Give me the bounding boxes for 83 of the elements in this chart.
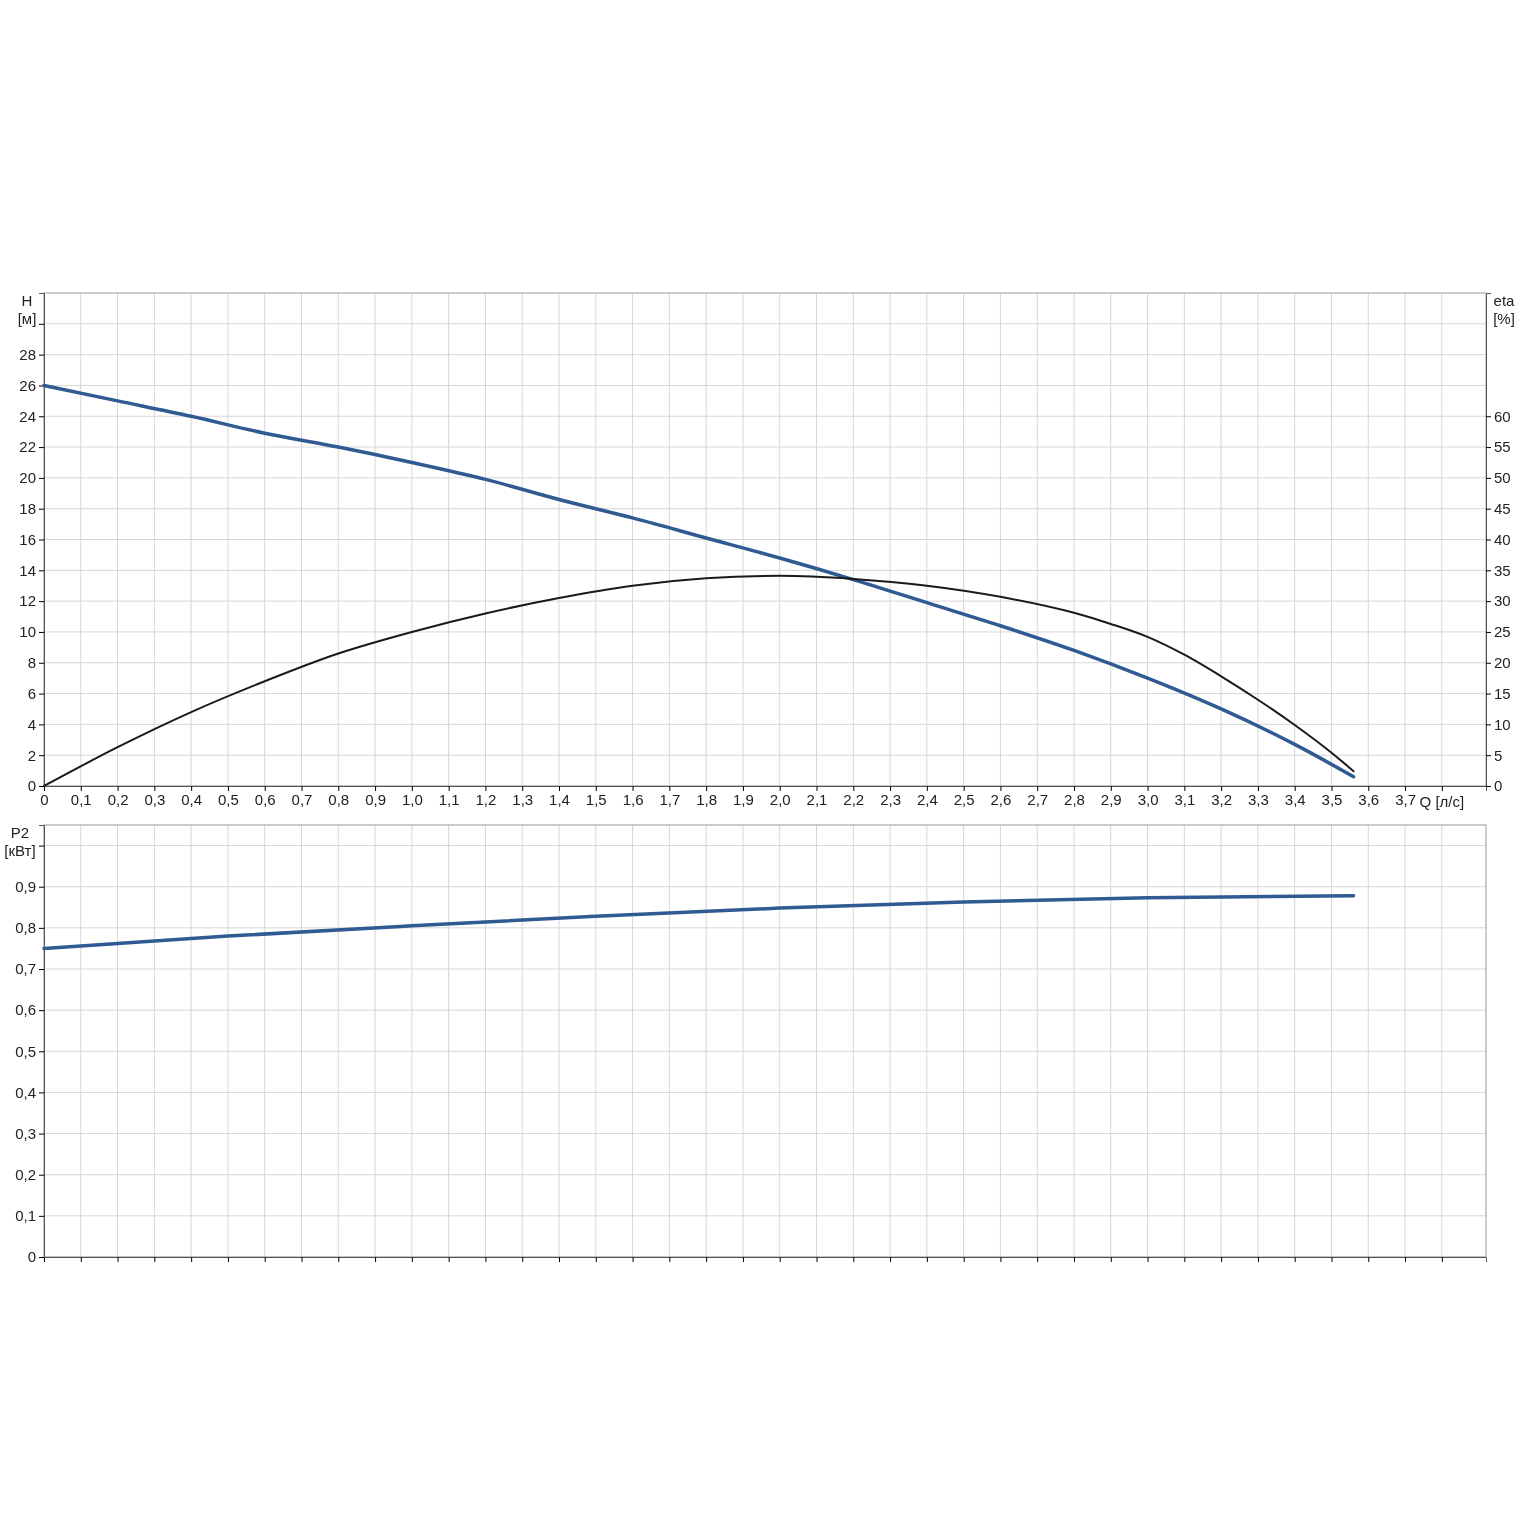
- x-tick-label: 1,4: [549, 790, 570, 808]
- y-tick-label: 0,6: [15, 1001, 36, 1019]
- x-tick-label: 3,0: [1137, 790, 1159, 808]
- y-tick-label: 28: [19, 345, 36, 363]
- y2-tick-label: 20: [1494, 654, 1511, 672]
- y2-tick-label: 50: [1494, 469, 1511, 487]
- x-tick-label: 0,8: [328, 790, 350, 808]
- y2-tick-label: 40: [1494, 530, 1511, 548]
- x-tick-label: 3,4: [1284, 790, 1306, 808]
- y-axis-title: H [м]: [17, 292, 37, 327]
- x-tick-label: 0,6: [254, 790, 276, 808]
- y-tick-label: 26: [19, 376, 36, 394]
- x-tick-label: 1,6: [622, 790, 644, 808]
- y2-tick-label: 5: [1494, 746, 1503, 764]
- line-series: [42, 383, 1356, 779]
- y2-tick-label: 25: [1494, 623, 1511, 641]
- y-tick-label: 0,7: [15, 960, 36, 978]
- y-tick-label: 10: [19, 623, 36, 641]
- y-tick-label: 22: [19, 438, 36, 456]
- y-tick-label: 0,2: [15, 1166, 36, 1184]
- x-tick-label: 0,4: [181, 790, 203, 808]
- y-tick-label: 0,1: [15, 1207, 36, 1225]
- x-tick-label: 0,1: [70, 790, 92, 808]
- y-axis-title: P2 [кВт]: [4, 824, 36, 859]
- x-tick-label: 2,5: [953, 790, 975, 808]
- x-tick-label: 2,8: [1064, 790, 1085, 808]
- y-tick-label: 0: [27, 1248, 36, 1266]
- y-tick-label: 8: [27, 654, 36, 672]
- x-tick-label: 2,6: [990, 790, 1012, 808]
- x-tick-label: 1,2: [475, 790, 497, 808]
- x-tick-label: 3,1: [1174, 790, 1196, 808]
- x-tick-label: 3,5: [1321, 790, 1343, 808]
- line-series: [43, 574, 1355, 787]
- y2-tick-label: 60: [1494, 407, 1511, 425]
- y-tick-label: 14: [19, 561, 36, 579]
- x-tick-label: 2,0: [769, 790, 791, 808]
- y-tick-label: 0,3: [15, 1124, 36, 1142]
- y2-tick-label: 15: [1494, 684, 1511, 702]
- x-tick-label: 1,7: [659, 790, 681, 808]
- x-tick-label: 1,9: [733, 790, 754, 808]
- y-tick-label: 0,8: [15, 919, 36, 937]
- x-tick-label: 0: [40, 790, 49, 808]
- y2-tick-label: 10: [1494, 715, 1511, 733]
- x-tick-label: 2,4: [916, 790, 938, 808]
- x-tick-label: 0,9: [365, 790, 386, 808]
- x-tick-label: 0,5: [218, 790, 239, 808]
- x-tick-label: 2,1: [806, 790, 828, 808]
- y2-tick-label: 0: [1494, 777, 1503, 795]
- x-tick-label: 0,2: [107, 790, 129, 808]
- x-tick-label: 2,9: [1100, 790, 1122, 808]
- y2-tick-label: 55: [1494, 438, 1511, 456]
- y-tick-label: 0,9: [15, 878, 36, 896]
- x-tick-label: 3,6: [1358, 790, 1380, 808]
- y-tick-label: 2: [27, 746, 36, 764]
- x-tick-label: 1,0: [401, 790, 423, 808]
- y-tick-label: 16: [19, 530, 36, 548]
- y2-tick-label: 45: [1494, 499, 1511, 517]
- x-tick-label: 0,3: [144, 790, 166, 808]
- x-tick-label: 1,3: [512, 790, 534, 808]
- y-tick-label: 12: [19, 592, 36, 610]
- x-tick-label: 0,7: [291, 790, 313, 808]
- y-tick-label: 6: [27, 684, 36, 702]
- y-tick-label: 4: [27, 715, 36, 733]
- y-tick-label: 0: [27, 777, 36, 795]
- x-tick-label: 1,8: [696, 790, 718, 808]
- y-tick-label: 0,4: [15, 1083, 36, 1101]
- line-series: [42, 894, 1356, 951]
- y-tick-label: 24: [19, 407, 36, 425]
- x-tick-label: 3,3: [1248, 790, 1269, 808]
- x-tick-label: 3,7: [1395, 790, 1416, 808]
- y-tick-label: 0,5: [15, 1042, 36, 1060]
- x-tick-label: 2,3: [880, 790, 901, 808]
- y-tick-label: 20: [19, 469, 36, 487]
- x-axis-title: Q [л/с]: [1419, 793, 1465, 810]
- y2-tick-label: 35: [1494, 561, 1511, 579]
- x-tick-label: 1,1: [438, 790, 460, 808]
- x-tick-label: 2,2: [843, 790, 865, 808]
- y-tick-label: 18: [19, 499, 36, 517]
- y2-axis-title: eta [%]: [1493, 292, 1516, 327]
- x-tick-label: 3,2: [1211, 790, 1233, 808]
- y2-tick-label: 30: [1494, 592, 1511, 610]
- x-tick-label: 2,7: [1027, 790, 1049, 808]
- x-tick-label: 1,5: [585, 790, 607, 808]
